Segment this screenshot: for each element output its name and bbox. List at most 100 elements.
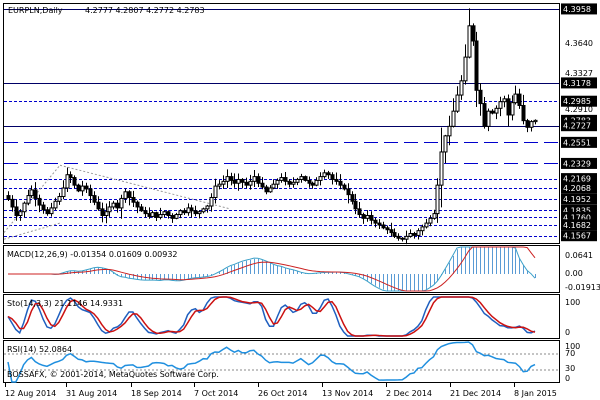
macd-main-line — [8, 246, 536, 292]
candle-body — [385, 227, 390, 231]
candle-body — [350, 194, 355, 202]
candle-body — [400, 237, 405, 240]
price-label-box — [561, 77, 597, 89]
candle-body — [365, 214, 370, 219]
rsi-panel-frame — [3, 340, 560, 383]
price-panel-frame — [3, 3, 560, 244]
x-axis-ticks — [5, 383, 515, 387]
candle-body — [303, 176, 308, 181]
candle-body — [494, 107, 499, 114]
candle-body — [205, 205, 210, 210]
rsi-tick-70: 70 — [565, 349, 575, 358]
candle-body — [322, 172, 327, 178]
candle-body — [14, 206, 19, 216]
candle-body — [377, 222, 382, 226]
candle-body — [455, 94, 460, 112]
price-label-text: 4.2329 — [563, 159, 591, 168]
candle-body — [53, 200, 58, 209]
candle-body — [510, 102, 515, 116]
candle-body — [244, 181, 249, 186]
x-tick-label: 8 Jan 2015 — [514, 389, 557, 398]
candle-body — [439, 151, 444, 186]
rsi-tick-100: 100 — [565, 342, 580, 351]
candle-body — [513, 93, 518, 104]
candle-body — [416, 230, 421, 236]
candle-body — [135, 201, 140, 208]
price-label-box — [561, 204, 597, 216]
candle-body — [154, 212, 159, 218]
trend-lines — [3, 164, 231, 240]
sto-tick-bottom: 0 — [565, 328, 570, 337]
price-label-box — [561, 3, 597, 15]
candle-body — [268, 187, 273, 193]
candle-body — [236, 178, 241, 184]
candle-body — [467, 25, 472, 58]
candle-body — [412, 233, 417, 236]
candle-body — [76, 184, 81, 192]
candle-body — [474, 40, 479, 91]
candle-body — [178, 210, 183, 216]
price-label-box — [561, 230, 597, 242]
candle-body — [435, 184, 440, 215]
price-label-text: 4.2985 — [563, 97, 591, 106]
candle-body — [314, 179, 319, 186]
candle-body — [150, 212, 155, 217]
candle-body — [232, 179, 237, 184]
x-tick-label: 2 Dec 2014 — [386, 389, 432, 398]
candle-body — [256, 176, 261, 184]
candle-body — [111, 202, 116, 208]
candle-body — [45, 209, 50, 215]
rsi-label: RSI(14) 52.0864 — [7, 345, 72, 354]
candle-body — [482, 103, 487, 127]
price-axis-labels: 4.3640 4.3327 4.2910 4.3958 4.3178 4.2985 4.27… — [561, 3, 597, 242]
candle-body — [283, 177, 288, 182]
candle-body — [6, 195, 11, 200]
macd-indicator — [8, 246, 536, 292]
candle-body — [447, 125, 452, 137]
price-label-text: 4.1567 — [563, 232, 591, 241]
candle-body — [41, 204, 46, 211]
candle-body — [37, 197, 42, 206]
candle-body — [498, 101, 503, 109]
candle-body — [104, 211, 109, 216]
candle-body — [396, 235, 401, 239]
price-label-text: 4.2068 — [563, 184, 591, 193]
candle-body — [221, 180, 226, 185]
candle-body — [271, 183, 276, 189]
candle-body — [182, 210, 187, 214]
candle-body — [65, 174, 70, 189]
candle-body — [459, 80, 464, 96]
macd-tick-bottom: -0.01913 — [565, 283, 600, 292]
candle-body — [29, 189, 34, 197]
x-tick-label: 21 Dec 2014 — [450, 389, 501, 398]
candle-body — [166, 211, 171, 216]
price-label-box — [561, 219, 597, 231]
candle-body — [291, 181, 296, 185]
candle-body — [57, 196, 62, 202]
chart-header-symbol: EURPLN,Daily — [8, 6, 63, 15]
candle-body — [404, 235, 409, 240]
candle-body — [432, 213, 437, 219]
candle-body — [80, 185, 85, 192]
candle-body — [248, 180, 253, 186]
sto-tick-top: 100 — [565, 298, 580, 307]
sto-label: Sto(14,3,3) 21.1146 14.9331 — [7, 299, 123, 308]
candle-body — [521, 104, 526, 122]
candle-body — [342, 184, 347, 190]
candle-body — [392, 232, 397, 237]
macd-tick-zero: 0.00 — [565, 269, 583, 278]
candle-body — [123, 191, 128, 199]
candle-body — [119, 197, 124, 209]
price-label-text: 4.1760 — [563, 213, 591, 222]
price-label-text: 4.3958 — [563, 5, 591, 14]
price-label-text: 4.2169 — [563, 175, 591, 184]
candle-body — [478, 89, 483, 105]
candle-body — [420, 226, 425, 232]
candle-body — [68, 174, 73, 179]
rsi-tick-30: 30 — [565, 364, 575, 373]
candle-body — [197, 211, 202, 215]
macd-tick-top: 0.0641 — [565, 251, 593, 260]
candle-body — [517, 93, 522, 106]
candle-body — [10, 198, 15, 208]
candle-body — [338, 180, 343, 186]
